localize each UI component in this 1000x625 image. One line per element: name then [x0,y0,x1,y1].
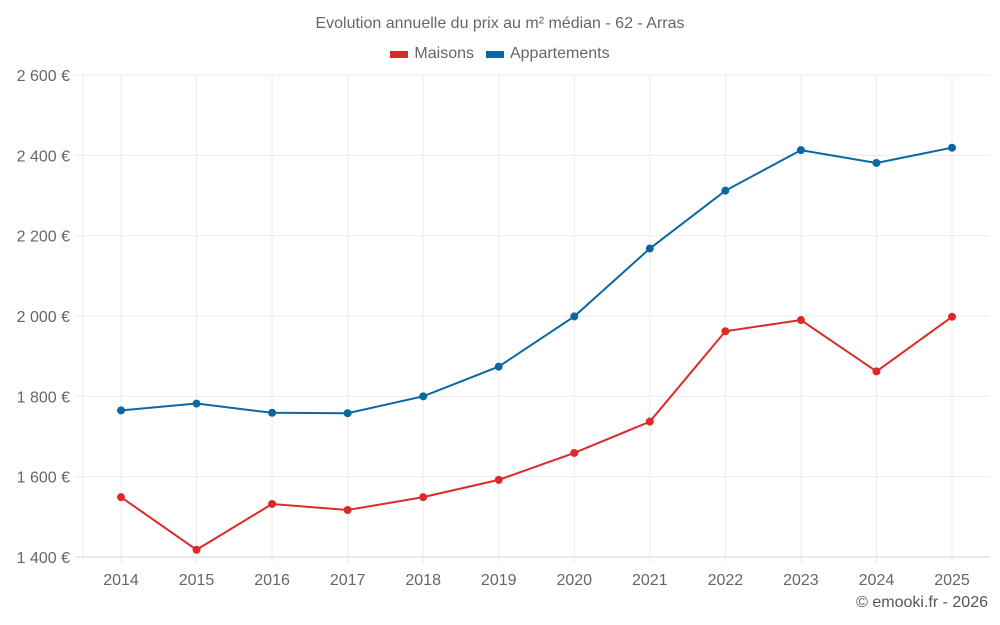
series-line-appartements [120,146,953,415]
x-tick-label: 2019 [481,572,517,589]
legend-swatch-appartements [485,50,504,58]
y-tick-label: 1 600 € [17,470,70,487]
x-tick-label: 2018 [405,572,441,589]
data-point-maisons [343,506,352,515]
y-tick-label: 2 600 € [17,68,70,85]
data-point-appartements [494,362,503,371]
y-tick-label: 1 400 € [17,550,70,567]
legend-item-appartements[interactable]: Appartements [485,45,610,63]
data-point-appartements [268,408,277,417]
data-point-appartements [419,392,428,401]
x-tick-label: 2020 [556,572,592,589]
legend-swatch-maisons [390,50,409,58]
y-tick-label: 1 800 € [17,389,70,406]
data-point-maisons [872,367,881,376]
x-tick-label: 2016 [254,572,290,589]
data-point-maisons [721,327,730,336]
data-point-maisons [645,417,654,426]
x-tick-label: 2015 [179,572,215,589]
data-point-maisons [796,316,805,325]
data-point-maisons [494,475,503,484]
data-point-appartements [192,399,201,408]
data-point-appartements [117,406,125,415]
x-tick-label: 2014 [103,572,139,589]
legend-item-maisons[interactable]: Maisons [390,45,474,63]
data-point-maisons [117,493,125,502]
y-tick-label: 2 400 € [17,148,70,165]
data-point-appartements [570,312,579,321]
data-point-maisons [948,312,956,321]
series-line-maisons [120,315,953,551]
data-point-maisons [268,499,277,508]
data-point-appartements [721,186,730,195]
chart-title: Evolution annuelle du prix au m² médian … [315,15,685,32]
x-tick-label: 2025 [934,572,970,589]
legend: Maisons Appartements [0,45,1000,63]
data-point-appartements [872,158,881,167]
data-point-maisons [192,545,201,554]
y-tick-label: 2 000 € [17,309,70,326]
data-point-maisons [419,493,428,502]
legend-label-appartements: Appartements [509,45,610,62]
x-tick-label: 2023 [783,572,819,589]
x-tick-label: 2022 [708,572,744,589]
x-tick-label: 2021 [632,572,668,589]
data-point-appartements [645,244,654,253]
data-point-appartements [948,143,956,152]
y-tick-label: 2 200 € [17,229,70,246]
x-tick-label: 2017 [330,572,366,589]
x-tick-label: 2024 [859,572,895,589]
data-point-maisons [570,448,579,457]
copyright-footer: © emooki.fr - 2026 [856,594,988,611]
data-point-appartements [796,146,805,155]
legend-label-maisons: Maisons [414,45,474,62]
data-point-appartements [343,409,352,418]
